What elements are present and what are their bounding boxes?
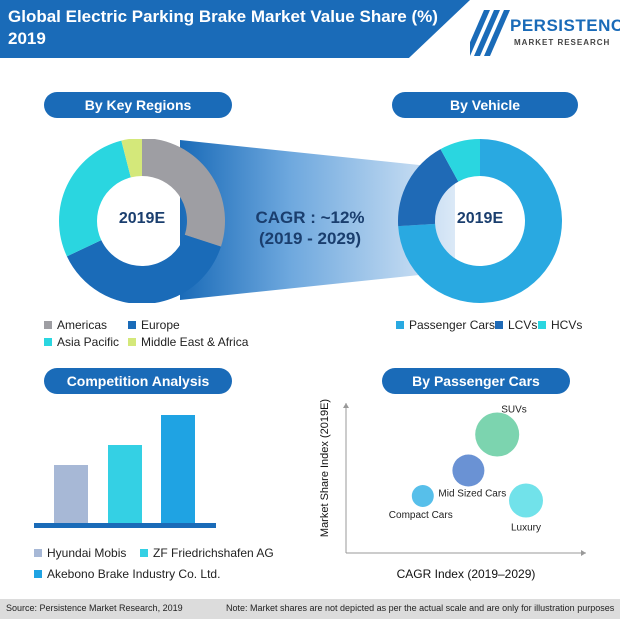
vehicle-center-label: 2019E [456, 210, 504, 227]
legend-zf: ZF Friedrichshafen AG [140, 546, 274, 560]
swatch-mea [128, 338, 136, 346]
donut-slice-lcvs [398, 149, 459, 227]
bubble-compact-cars [411, 485, 434, 507]
header-banner [0, 0, 470, 58]
legend-passenger-cars: Passenger Cars [396, 318, 495, 332]
donut-slice-asia-pacific [58, 140, 131, 257]
pill-competition-analysis: Competition Analysis [44, 368, 232, 394]
vehicle-donut-chart [398, 139, 562, 303]
cagr-text: CAGR : ~12% (2019 - 2029) [245, 207, 375, 249]
bubble-label-compact-cars: Compact Cars [389, 510, 453, 521]
legend-akebono: Akebono Brake Industry Co. Ltd. [34, 567, 220, 581]
cagr-value: CAGR : ~12% [255, 208, 365, 227]
bar-hyundai-mobis [54, 465, 88, 523]
page-title: Global Electric Parking Brake Market Val… [8, 7, 438, 48]
legend-lcvs: LCVs [495, 318, 537, 332]
logo-subtitle: MARKET RESEARCH [514, 38, 611, 47]
bar-zf-friedrichshafen-ag [108, 445, 142, 523]
swatch-hcvs [538, 321, 546, 329]
regions-donut-chart [58, 139, 225, 303]
pill-by-vehicle: By Vehicle [392, 92, 578, 118]
swatch-passenger-cars [396, 321, 404, 329]
logo-name: PERSISTENCE [510, 16, 620, 35]
footer-bar [0, 599, 620, 619]
bubble-label-suvs: SUVs [501, 405, 527, 416]
swatch-zf [140, 549, 148, 557]
donut-slice-middle-east-africa [121, 139, 142, 178]
bar-akebono-brake-industry-co-ltd [161, 415, 195, 523]
legend-asia-pacific: Asia Pacific [44, 335, 119, 349]
bar-baseline [34, 523, 216, 528]
footer-note: Note: Market shares are not depicted as … [226, 603, 615, 613]
bubble-luxury [509, 483, 543, 518]
y-axis-arrow [343, 403, 349, 408]
legend-europe: Europe [128, 318, 180, 332]
swatch-europe [128, 321, 136, 329]
passenger-cars-bubble-chart: CAGR Index (2019–2029) Market Share Index… [319, 399, 586, 581]
y-axis-label: Market Share Index (2019E) [319, 399, 331, 537]
x-axis-label: CAGR Index (2019–2029) [397, 567, 536, 581]
swatch-hyundai-mobis [34, 549, 42, 557]
x-axis-arrow [581, 550, 586, 556]
swatch-lcvs [495, 321, 503, 329]
pill-by-passenger-cars: By Passenger Cars [382, 368, 570, 394]
swatch-akebono [34, 570, 42, 578]
donut-slice-americas [142, 139, 225, 247]
legend-middle-east-africa: Middle East & Africa [128, 335, 248, 349]
cagr-period: (2019 - 2029) [258, 229, 362, 248]
donut-slice-europe [66, 234, 221, 303]
donut-slice-passenger-cars [398, 139, 562, 303]
competition-bar-chart [34, 415, 216, 528]
donut-slice-hcvs [440, 139, 480, 182]
bubble-suvs [475, 412, 520, 457]
legend-hcvs: HCVs [538, 318, 582, 332]
bubble-mid-sized-cars [452, 454, 485, 487]
swatch-americas [44, 321, 52, 329]
footer-source: Source: Persistence Market Research, 201… [6, 603, 183, 613]
logo-stripes-icon [470, 10, 510, 56]
swatch-asia-pacific [44, 338, 52, 346]
legend-americas: Americas [44, 318, 107, 332]
regions-center-label: 2019E [118, 210, 166, 227]
pill-by-key-regions: By Key Regions [44, 92, 232, 118]
bubble-label-mid-sized-cars: Mid Sized Cars [438, 489, 506, 500]
legend-hyundai-mobis: Hyundai Mobis [34, 546, 126, 560]
bubble-label-luxury: Luxury [511, 523, 541, 534]
